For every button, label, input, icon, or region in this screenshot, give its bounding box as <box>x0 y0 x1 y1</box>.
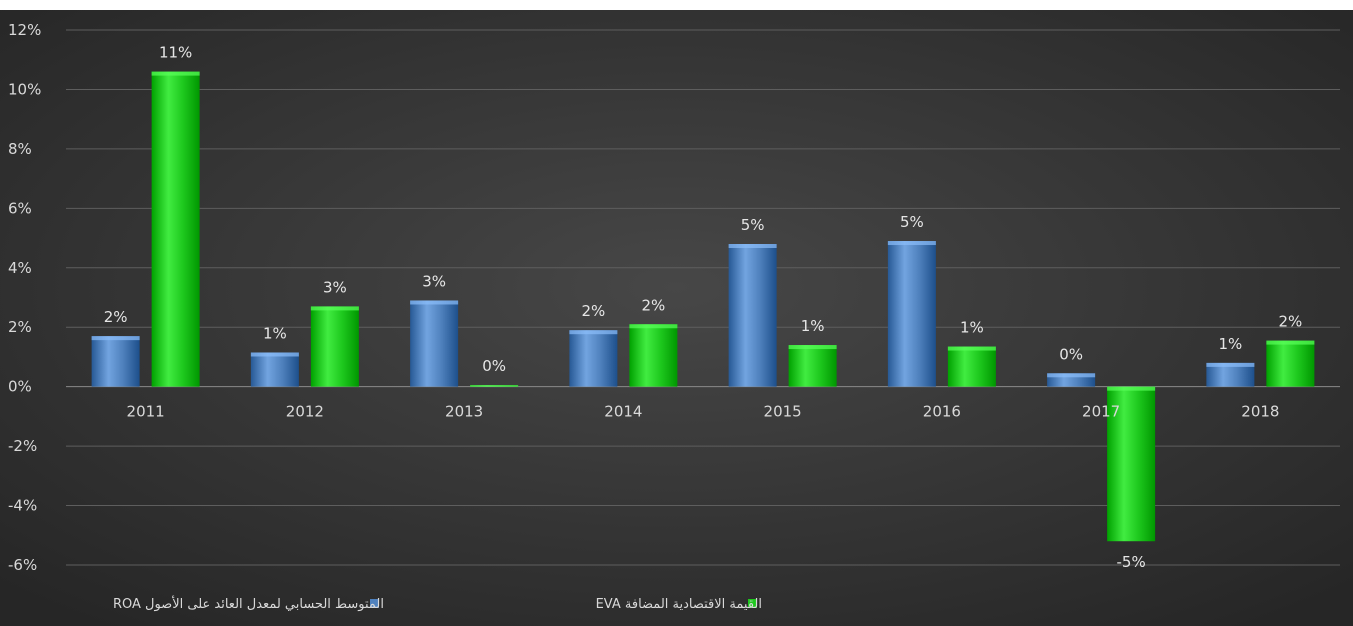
legend-label: المتوسط الحسابي لمعدل العائد على الأصول … <box>113 595 384 612</box>
bars <box>91 71 1315 542</box>
bar-roa-2015 <box>728 244 777 387</box>
bar-eva-2018 <box>1266 340 1315 387</box>
x-tick-label: 2017 <box>1082 403 1120 421</box>
data-label: 1% <box>1218 335 1242 353</box>
bar-highlight <box>151 71 200 76</box>
bar-highlight <box>1107 386 1156 391</box>
bar-highlight <box>947 346 996 351</box>
x-tick-label: 2012 <box>286 403 324 421</box>
y-tick-label: 10% <box>8 80 41 98</box>
y-axis-tick-labels: 12% 10% 8% 6% 4% 2% 0% -2% -4% -6% <box>8 21 41 574</box>
bar-highlight <box>310 306 359 311</box>
bar-highlight <box>569 330 618 335</box>
bar-highlight <box>470 385 519 387</box>
bar-highlight <box>728 244 777 248</box>
x-tick-label: 2016 <box>923 403 961 421</box>
legend: القيمة الاقتصادية المضافة EVA المتوسط الح… <box>113 595 762 612</box>
data-label: 0% <box>482 357 506 375</box>
data-label: 2% <box>581 302 605 320</box>
bar-roa-2014 <box>569 330 618 387</box>
top-strip <box>0 0 1353 10</box>
y-tick-label: 2% <box>8 318 32 336</box>
bar-highlight <box>410 300 459 305</box>
legend-marker <box>748 599 757 608</box>
bar-highlight <box>629 324 678 329</box>
bar-eva-2012 <box>310 306 359 387</box>
y-tick-label: -4% <box>8 497 37 515</box>
y-tick-label: -6% <box>8 556 37 574</box>
bar-eva-2017 <box>1107 386 1156 542</box>
data-label: -5% <box>1117 553 1146 571</box>
data-label: 1% <box>801 317 825 335</box>
bar-roa-2011 <box>91 336 140 387</box>
data-label: 3% <box>422 272 446 290</box>
bar-highlight <box>1047 373 1096 378</box>
bar-eva-2011 <box>151 71 200 387</box>
y-tick-label: 12% <box>8 21 41 39</box>
data-label: 3% <box>323 278 347 296</box>
bar-highlight <box>1206 362 1255 367</box>
data-label: 1% <box>263 324 287 342</box>
data-label: 0% <box>1059 345 1083 363</box>
bar-highlight <box>1266 340 1315 345</box>
y-tick-label: 0% <box>8 378 32 396</box>
bar-eva-2014 <box>629 324 678 387</box>
bar-roa-2013 <box>410 300 459 387</box>
x-tick-label: 2013 <box>445 403 483 421</box>
bar-highlight <box>887 241 936 246</box>
bar-roa-2012 <box>250 352 299 387</box>
data-labels: 2% 11% 1% 3% 3% 0% 2% 2% 5% 1% 5% 1% 0% -5% 1% 2% <box>104 44 1303 572</box>
data-label: 11% <box>159 44 192 62</box>
legend-marker <box>370 599 379 608</box>
bar-roa-2018 <box>1206 362 1255 387</box>
bar-highlight <box>91 336 140 341</box>
bar-highlight <box>250 352 299 357</box>
x-tick-label: 2014 <box>604 403 642 421</box>
data-label: 5% <box>741 216 765 234</box>
y-tick-label: -2% <box>8 437 37 455</box>
data-label: 1% <box>960 319 984 337</box>
data-label: 2% <box>641 296 665 314</box>
bar-roa-2016 <box>887 241 936 387</box>
x-axis-category-labels: 2011 2012 2013 2014 2015 2016 2017 2018 <box>127 403 1280 421</box>
y-tick-label: 4% <box>8 259 32 277</box>
data-label: 2% <box>104 308 128 326</box>
y-tick-label: 6% <box>8 199 32 217</box>
bar-eva-2015 <box>788 345 837 387</box>
x-tick-label: 2018 <box>1241 403 1279 421</box>
x-tick-label: 2011 <box>127 403 165 421</box>
bar-highlight <box>788 345 837 350</box>
x-tick-label: 2015 <box>764 403 802 421</box>
data-label: 5% <box>900 213 924 231</box>
legend-label: القيمة الاقتصادية المضافة EVA <box>596 597 762 612</box>
bar-eva-2016 <box>947 346 996 387</box>
y-tick-label: 8% <box>8 140 32 158</box>
data-label: 2% <box>1278 313 1302 331</box>
